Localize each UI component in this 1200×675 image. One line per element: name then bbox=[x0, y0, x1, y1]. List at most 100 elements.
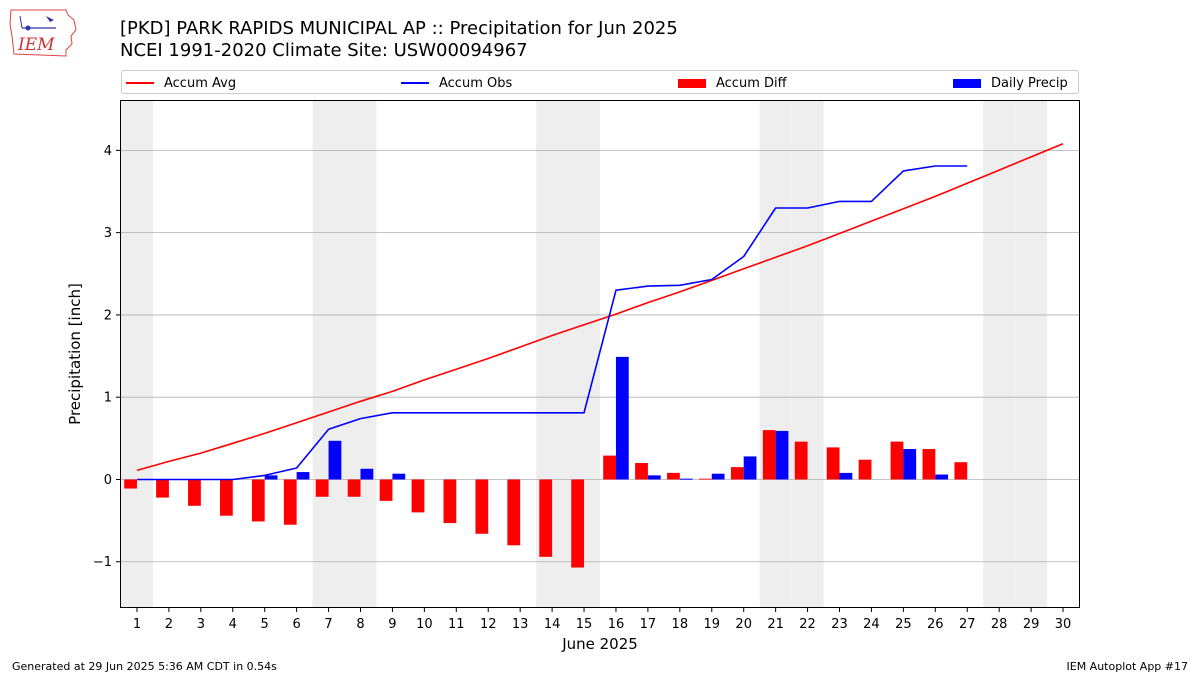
x-tick-label: 28 bbox=[991, 617, 1008, 632]
x-tick-label: 8 bbox=[356, 617, 364, 632]
bar-accum-diff bbox=[283, 479, 297, 525]
x-tick-label: 30 bbox=[1055, 617, 1072, 632]
x-tick-label: 21 bbox=[767, 617, 784, 632]
bar-accum-diff bbox=[635, 463, 648, 480]
bar-accum-diff bbox=[507, 479, 521, 546]
shade-day-8 bbox=[344, 101, 377, 607]
x-tick-label: 4 bbox=[229, 617, 237, 632]
bar-accum-diff bbox=[826, 447, 840, 480]
legend-swatch-accum-obs bbox=[401, 82, 429, 84]
bar-accum-diff bbox=[219, 479, 233, 516]
bar-daily-precip bbox=[360, 468, 374, 480]
bar-accum-diff bbox=[379, 479, 393, 501]
bar-accum-diff bbox=[411, 479, 425, 513]
legend-item-accum-diff: Accum Diff bbox=[678, 74, 787, 92]
bar-accum-diff bbox=[188, 479, 201, 506]
shade-day-29 bbox=[1015, 101, 1048, 607]
bar-accum-diff bbox=[954, 462, 968, 480]
shade-day-21 bbox=[759, 101, 792, 607]
bar-accum-diff bbox=[571, 479, 585, 568]
bar-daily-precip bbox=[711, 473, 725, 480]
legend-swatch-accum-diff bbox=[678, 78, 706, 88]
y-tick-label: 4 bbox=[104, 144, 112, 159]
shade-day-28 bbox=[983, 101, 1016, 607]
bar-accum-diff bbox=[730, 467, 744, 480]
x-tick-label: 26 bbox=[927, 617, 944, 632]
x-tick-label: 23 bbox=[831, 617, 848, 632]
x-tick-label: 10 bbox=[416, 617, 433, 632]
footer-app: IEM Autoplot App #17 bbox=[1066, 660, 1189, 673]
x-tick-label: 27 bbox=[959, 617, 976, 632]
chart-title: [PKD] PARK RAPIDS MUNICIPAL AP :: Precip… bbox=[120, 18, 678, 39]
bar-daily-precip bbox=[392, 473, 406, 480]
y-tick-label: −1 bbox=[93, 555, 112, 570]
bar-accum-diff bbox=[443, 479, 457, 524]
bar-daily-precip bbox=[296, 472, 310, 480]
x-tick-label: 14 bbox=[544, 617, 561, 632]
x-tick-label: 6 bbox=[292, 617, 300, 632]
legend-item-daily-precip: Daily Precip bbox=[953, 74, 1068, 92]
y-tick-label: 1 bbox=[104, 391, 112, 406]
y-tick-label: 0 bbox=[104, 473, 112, 488]
bar-accum-diff bbox=[603, 455, 616, 480]
x-tick-label: 24 bbox=[863, 617, 880, 632]
bar-accum-diff bbox=[156, 479, 169, 498]
x-tick-label: 11 bbox=[448, 617, 465, 632]
chart-legend: Accum Avg Accum Obs Accum Diff Daily Pre… bbox=[121, 70, 1079, 94]
bars bbox=[124, 356, 968, 568]
bar-accum-diff bbox=[539, 479, 553, 557]
x-tick-label: 17 bbox=[640, 617, 657, 632]
bar-accum-diff bbox=[251, 479, 265, 522]
bar-accum-diff bbox=[762, 430, 776, 480]
x-tick-label: 9 bbox=[388, 617, 396, 632]
legend-label-accum-avg: Accum Avg bbox=[164, 75, 237, 91]
legend-item-accum-avg: Accum Avg bbox=[126, 74, 236, 92]
x-tick-label: 2 bbox=[165, 617, 173, 632]
x-tick-label: 13 bbox=[512, 617, 529, 632]
iowa-outline-icon bbox=[9, 9, 77, 57]
bar-accum-diff bbox=[922, 449, 936, 480]
bar-daily-precip bbox=[903, 449, 917, 480]
x-axis-label: June 2025 bbox=[561, 635, 638, 653]
shade-day-22 bbox=[791, 101, 824, 607]
bar-accum-diff bbox=[315, 479, 329, 497]
x-tick-label: 29 bbox=[1023, 617, 1040, 632]
y-tick-label: 3 bbox=[104, 226, 112, 241]
bar-accum-diff bbox=[890, 441, 904, 480]
bar-daily-precip bbox=[775, 430, 789, 480]
chart-subtitle: NCEI 1991-2020 Climate Site: USW00094967 bbox=[120, 40, 528, 61]
y-tick-label: 2 bbox=[104, 308, 112, 323]
weekend-shading bbox=[121, 101, 1048, 607]
x-tick-label: 19 bbox=[703, 617, 720, 632]
bar-daily-precip bbox=[647, 475, 661, 480]
x-tick-label: 15 bbox=[576, 617, 593, 632]
legend-label-daily-precip: Daily Precip bbox=[991, 75, 1068, 91]
bar-accum-diff bbox=[698, 478, 712, 480]
series-lines bbox=[136, 143, 1064, 481]
legend-label-accum-obs: Accum Obs bbox=[439, 75, 513, 91]
legend-swatch-accum-avg bbox=[126, 82, 154, 84]
bar-accum-diff bbox=[794, 441, 808, 480]
shade-day-1 bbox=[121, 101, 153, 607]
gridlines bbox=[121, 149, 1079, 563]
bar-accum-diff bbox=[475, 479, 489, 534]
x-tick-label: 3 bbox=[197, 617, 205, 632]
legend-item-accum-obs: Accum Obs bbox=[401, 74, 512, 92]
bar-daily-precip bbox=[743, 456, 757, 480]
bar-accum-diff bbox=[347, 479, 361, 497]
bar-accum-diff bbox=[667, 472, 680, 480]
iem-logo-icon: IEM bbox=[9, 9, 77, 57]
bar-accum-diff bbox=[124, 479, 137, 489]
bar-daily-precip bbox=[839, 472, 853, 480]
line-accum-obs bbox=[137, 165, 968, 481]
legend-label-accum-diff: Accum Diff bbox=[716, 75, 787, 91]
bar-daily-precip bbox=[679, 478, 693, 480]
legend-swatch-daily-precip bbox=[953, 78, 981, 88]
x-tick-label: 18 bbox=[672, 617, 689, 632]
bar-daily-precip bbox=[328, 440, 342, 480]
x-tick-label: 20 bbox=[735, 617, 752, 632]
x-tick-label: 25 bbox=[895, 617, 912, 632]
x-tick-label: 22 bbox=[799, 617, 816, 632]
plot-frame bbox=[120, 100, 1080, 608]
